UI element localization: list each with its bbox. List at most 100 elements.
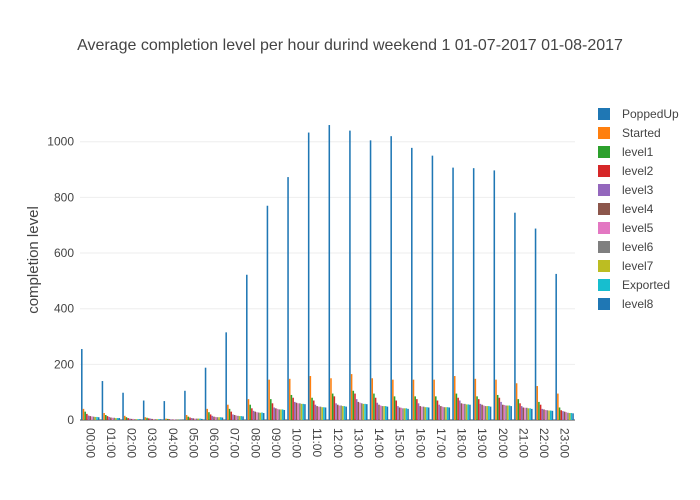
bar-level2: [539, 404, 542, 420]
bar-level2: [271, 403, 274, 420]
bar-level6: [175, 419, 177, 420]
legend-item-level1[interactable]: level1: [598, 145, 654, 159]
bar-poppedup: [307, 132, 310, 420]
legend-item-poppedup[interactable]: PoppedUp: [598, 107, 679, 121]
bar-level6: [484, 406, 487, 420]
bar-started: [474, 378, 477, 420]
legend-item-level8[interactable]: level8: [598, 297, 654, 311]
bar-level4: [213, 416, 215, 420]
y-tick-label: 600: [54, 246, 74, 260]
bar-exported: [467, 404, 470, 420]
y-tick-label: 0: [67, 413, 74, 427]
bar-level7: [383, 406, 385, 420]
bar-exported: [405, 408, 408, 420]
bar-poppedup: [122, 392, 124, 420]
bar-level4: [336, 404, 339, 420]
x-tick-label: 20:00: [496, 428, 510, 458]
bar-level7: [342, 406, 344, 420]
bar-level4: [295, 402, 298, 420]
bar-level6: [92, 416, 95, 420]
bar-level8: [366, 404, 368, 420]
bar-level1: [373, 393, 375, 420]
legend-item-started[interactable]: Started: [598, 126, 661, 140]
bar-level8: [324, 407, 327, 420]
bar-level8: [221, 417, 224, 420]
bar-level5: [318, 406, 320, 420]
bar-level1: [208, 412, 210, 420]
bar-level5: [503, 404, 506, 420]
bar-level7: [300, 403, 303, 420]
bar-exported: [281, 409, 284, 420]
bar-level1: [290, 394, 293, 420]
legend[interactable]: PoppedUp Started level1 level2 level3 level4 l…: [598, 107, 679, 311]
bar-level4: [254, 411, 257, 420]
bar-level8: [531, 408, 533, 420]
bar-started: [82, 408, 85, 420]
legend-item-exported[interactable]: Exported: [598, 278, 670, 292]
bar-started: [433, 379, 435, 420]
bar-level3: [479, 403, 482, 420]
y-tick-label: 800: [54, 190, 74, 204]
legend-item-level5[interactable]: level5: [598, 221, 654, 235]
bar-level3: [108, 416, 110, 420]
bar-level8: [283, 409, 286, 420]
legend-item-level3[interactable]: level3: [598, 183, 654, 197]
legend-label: PoppedUp: [622, 107, 679, 121]
bar-level7: [486, 406, 488, 420]
bar-level3: [541, 408, 544, 420]
legend-item-level7[interactable]: level7: [598, 259, 654, 273]
x-tick-label: 03:00: [145, 428, 159, 458]
bar-level5: [297, 403, 299, 420]
bar-level2: [251, 408, 253, 420]
bar-level3: [87, 415, 90, 420]
bar-exported: [446, 407, 449, 420]
bar-level2: [292, 397, 294, 420]
bar-level6: [154, 419, 157, 420]
x-tick-label: 19:00: [475, 428, 489, 458]
bar-started: [515, 383, 518, 420]
bar-level4: [89, 416, 92, 420]
legend-swatch: [598, 241, 610, 253]
legend-label: level3: [622, 183, 654, 197]
bar-level1: [538, 401, 540, 420]
bar-level7: [238, 416, 241, 420]
bar-level1: [166, 418, 169, 420]
bar-level2: [395, 400, 398, 420]
bar-level1: [435, 396, 437, 420]
bar-level7: [156, 419, 158, 420]
bars: [81, 125, 574, 421]
bar-level5: [194, 418, 196, 420]
bar-level2: [333, 396, 336, 420]
bar-level2: [230, 411, 233, 420]
bar-started: [144, 417, 147, 420]
bar-level3: [500, 401, 502, 420]
bar-started: [557, 393, 559, 420]
bar-level4: [357, 401, 360, 420]
legend-label: level6: [622, 240, 654, 254]
bar-level1: [105, 414, 107, 420]
x-tick-label: 02:00: [125, 428, 139, 458]
bar-level6: [278, 409, 281, 420]
bar-poppedup: [142, 400, 145, 420]
legend-label: level5: [622, 221, 654, 235]
bar-level5: [111, 417, 114, 420]
bar-level1: [455, 393, 458, 420]
bar-level4: [522, 407, 525, 420]
bar-level1: [125, 417, 128, 420]
legend-swatch: [598, 165, 610, 177]
bar-level8: [489, 406, 492, 420]
bar-level7: [218, 417, 220, 420]
legend-item-level6[interactable]: level6: [598, 240, 654, 254]
legend-item-level4[interactable]: level4: [598, 202, 654, 216]
bar-level6: [216, 417, 219, 420]
bar-level1: [393, 396, 396, 420]
bar-poppedup: [534, 228, 537, 420]
x-tick-label: 22:00: [537, 428, 551, 458]
bar-started: [165, 418, 167, 420]
legend-item-level2[interactable]: level2: [598, 164, 654, 178]
bar-level6: [402, 408, 404, 420]
bar-level3: [314, 404, 317, 420]
bar-started: [309, 376, 312, 420]
bar-level8: [427, 407, 430, 420]
bar-level2: [457, 397, 459, 420]
